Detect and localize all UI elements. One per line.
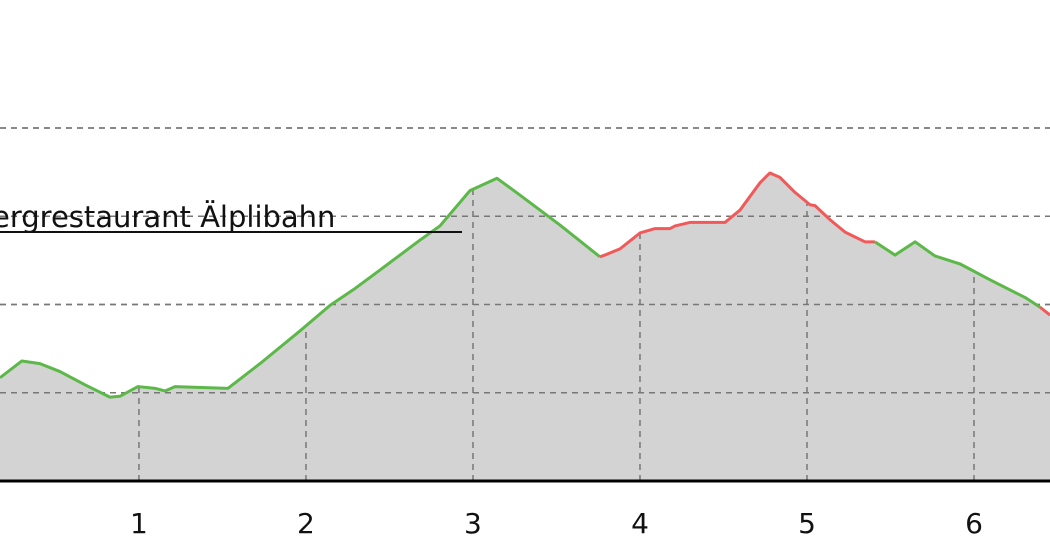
x-tick-label: 5 — [798, 507, 816, 540]
x-tick-label: 4 — [631, 507, 649, 540]
x-tick-label: 3 — [464, 507, 482, 540]
x-tick-label: 1 — [130, 507, 148, 540]
elevation-lines — [0, 171, 1050, 399]
x-tick-label: 2 — [297, 507, 315, 540]
vertical-gridlines — [0, 127, 1050, 481]
ascent-segment — [0, 176, 601, 399]
descent-segment — [599, 171, 875, 259]
ascent-segment — [874, 240, 1041, 309]
elevation-area — [0, 172, 1050, 481]
x-tick-label: 6 — [965, 507, 983, 540]
x-tick-labels: 1 2 3 4 5 6 — [130, 507, 983, 540]
descent-segment — [1039, 305, 1050, 317]
poi-annotation[interactable]: ergrestaurant Älplibahn — [0, 200, 335, 234]
